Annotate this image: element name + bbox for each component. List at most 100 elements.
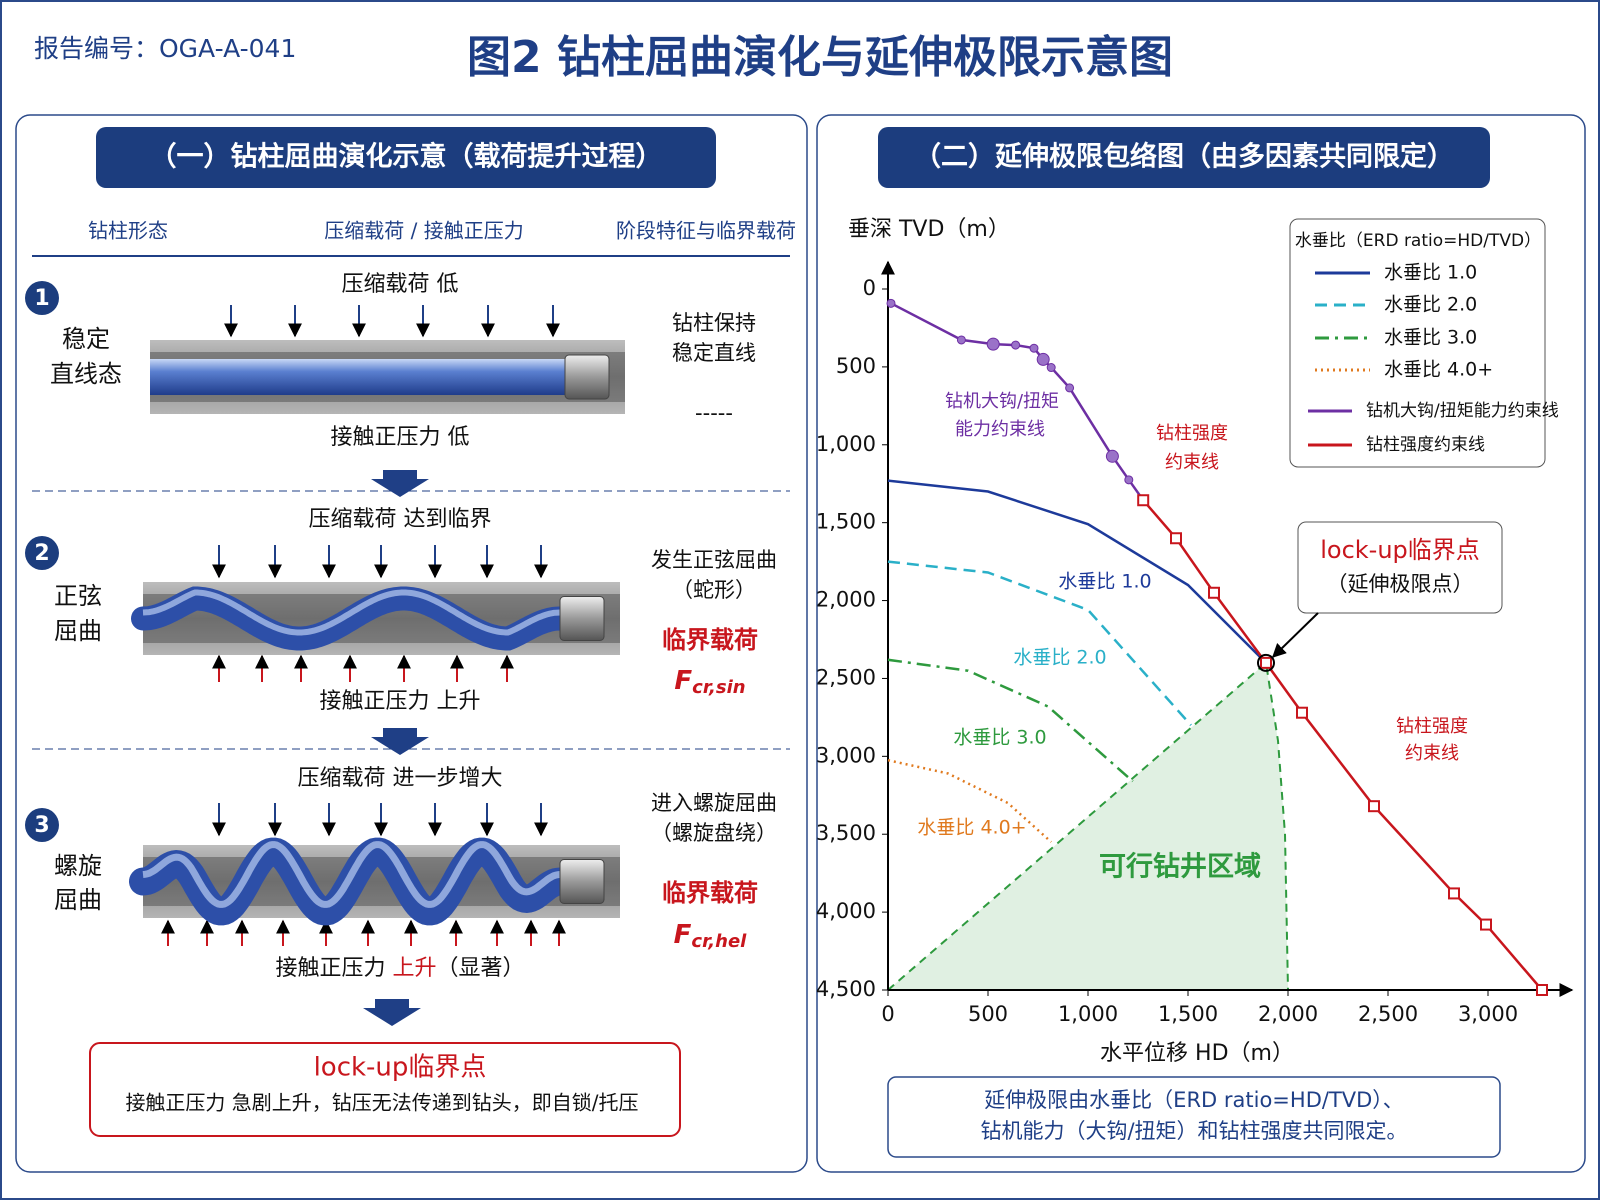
feasible-boundary <box>887 660 1289 991</box>
stage-badge <box>25 281 59 315</box>
point <box>1260 656 1272 669</box>
feature-label: 发生正弦屈曲 <box>651 548 777 572</box>
callout-arrow <box>1271 612 1319 658</box>
y-tick-label: 500 <box>836 354 876 378</box>
x-tick-label: 2,500 <box>1358 1002 1418 1026</box>
x-tick-label: 500 <box>968 1002 1008 1026</box>
contact-part: 上升 <box>392 956 436 981</box>
legend-label: 钻机大钩/扭矩能力约束线 <box>1366 401 1559 421</box>
x-tick-label: 3,000 <box>1458 1002 1518 1026</box>
x-tick-label: 0 <box>881 1002 894 1026</box>
y-tick-label: 2,500 <box>816 665 876 689</box>
series-label: 水垂比 3.0 <box>953 727 1046 749</box>
legend-label: 水垂比 2.0 <box>1384 294 1477 316</box>
point <box>1036 352 1050 366</box>
lockup-callout <box>1297 521 1503 614</box>
x-axis-label: 水平位移 HD（m） <box>1100 1041 1294 1066</box>
y-tick-label: 2,000 <box>816 588 876 612</box>
y-tick-label: 1,500 <box>816 510 876 534</box>
drill-pipe <box>150 359 567 395</box>
series-label: 水垂比 1.0 <box>1058 571 1151 593</box>
y-tick-label: 3,000 <box>816 743 876 767</box>
y-tick-label: 0 <box>863 276 876 300</box>
lockup-text: 接触正压力 急剧上升，钻压无法传递到钻头，即自锁/托压 <box>125 1091 638 1115</box>
drill-pipe-highlight <box>142 841 561 908</box>
lockup-point <box>1257 653 1275 672</box>
annotation: 约束线 <box>1165 452 1219 473</box>
legend-box <box>1289 218 1546 468</box>
point <box>1065 383 1075 393</box>
stage-name: 直线态 <box>50 360 122 388</box>
point <box>1170 532 1182 545</box>
chart-title: （二）延伸极限包络图（由多因素共同限定） <box>914 141 1454 173</box>
y-axis-label: 垂深 TVD（m） <box>848 217 1010 242</box>
point <box>986 337 1000 351</box>
flow-arrow <box>371 728 429 755</box>
column-header: 阶段特征与临界载荷 <box>616 219 796 243</box>
contact-part: （显著） <box>437 956 525 981</box>
drill-pipe <box>131 586 572 651</box>
contact-label: 接触正压力 上升 <box>320 689 481 714</box>
y-tick-label: 4,000 <box>816 899 876 923</box>
column-header: 压缩载荷 / 接触正压力 <box>324 219 523 243</box>
point <box>1208 586 1220 599</box>
series-line <box>887 758 1053 843</box>
point <box>1296 706 1308 719</box>
load-label: 压缩载荷 进一步增大 <box>298 766 503 791</box>
stage-name: 屈曲 <box>54 886 102 914</box>
annotation: 能力约束线 <box>955 419 1045 440</box>
left-heading: （一）钻柱屈曲演化示意（载荷提升过程） <box>150 141 663 173</box>
legend-label: 水垂比 1.0 <box>1384 262 1477 284</box>
region-label: 可行钻井区域 <box>1099 851 1261 883</box>
contact-label: 接触正压力 上升（显著） <box>275 956 524 981</box>
lockup-title: lock-up临界点 <box>1320 536 1480 564</box>
load-label: 压缩载荷 低 <box>342 272 459 297</box>
x-tick-label: 1,500 <box>1158 1002 1218 1026</box>
feature-label: （螺旋盘绕） <box>651 821 777 845</box>
stage-number: 1 <box>34 286 49 311</box>
stage-name: 正弦 <box>54 582 102 610</box>
stage-badge <box>25 808 59 842</box>
series-label: 水垂比 2.0 <box>1013 647 1106 669</box>
legend-label: 水垂比 4.0+ <box>1384 359 1493 381</box>
annotation: 钻柱强度 <box>1396 716 1468 737</box>
x-tick-label: 1,000 <box>1058 1002 1118 1026</box>
critical-label: 临界载荷 <box>662 879 758 907</box>
point <box>1480 918 1492 931</box>
critical-symbol: Fcr,hel <box>674 920 748 953</box>
point <box>1124 475 1134 485</box>
y-tick-label: 1,000 <box>816 432 876 456</box>
point <box>1105 449 1119 463</box>
contact-part: 接触正压力 上升 <box>320 689 481 714</box>
feature-label: 稳定直线 <box>672 341 756 365</box>
column-header: 钻柱形态 <box>88 219 168 243</box>
x-tick-label: 2,000 <box>1258 1002 1318 1026</box>
point <box>1046 363 1056 373</box>
feature-label: 进入螺旋屈曲 <box>651 791 777 815</box>
feature-label: （蛇形） <box>672 578 756 602</box>
note-box <box>887 1076 1501 1158</box>
point <box>886 298 896 308</box>
feature-label: 钻柱保持 <box>672 311 756 335</box>
point <box>1368 800 1380 813</box>
y-tick-label: 4,500 <box>816 977 876 1001</box>
connector <box>559 859 605 904</box>
lockup-box <box>89 1042 681 1137</box>
series-line <box>887 658 1134 783</box>
drill-pipe-highlight <box>142 589 561 636</box>
left-heading-box <box>96 127 716 188</box>
annotation: 约束线 <box>1405 743 1459 764</box>
page-title: 图2 钻柱屈曲演化与延伸极限示意图 <box>467 32 1173 83</box>
flow-arrow <box>363 999 421 1026</box>
stage-name: 螺旋 <box>54 852 102 880</box>
legend-label: 钻柱强度约束线 <box>1366 435 1485 455</box>
legend-title: 水垂比（ERD ratio=HD/TVD） <box>1295 231 1541 251</box>
series-line <box>887 479 1267 664</box>
point <box>1536 984 1548 996</box>
connector <box>559 596 605 641</box>
subscript: cr,sin <box>692 677 745 698</box>
series-line <box>887 560 1192 727</box>
y-tick-label: 3,500 <box>816 821 876 845</box>
legend-label: 水垂比 3.0 <box>1384 327 1477 349</box>
